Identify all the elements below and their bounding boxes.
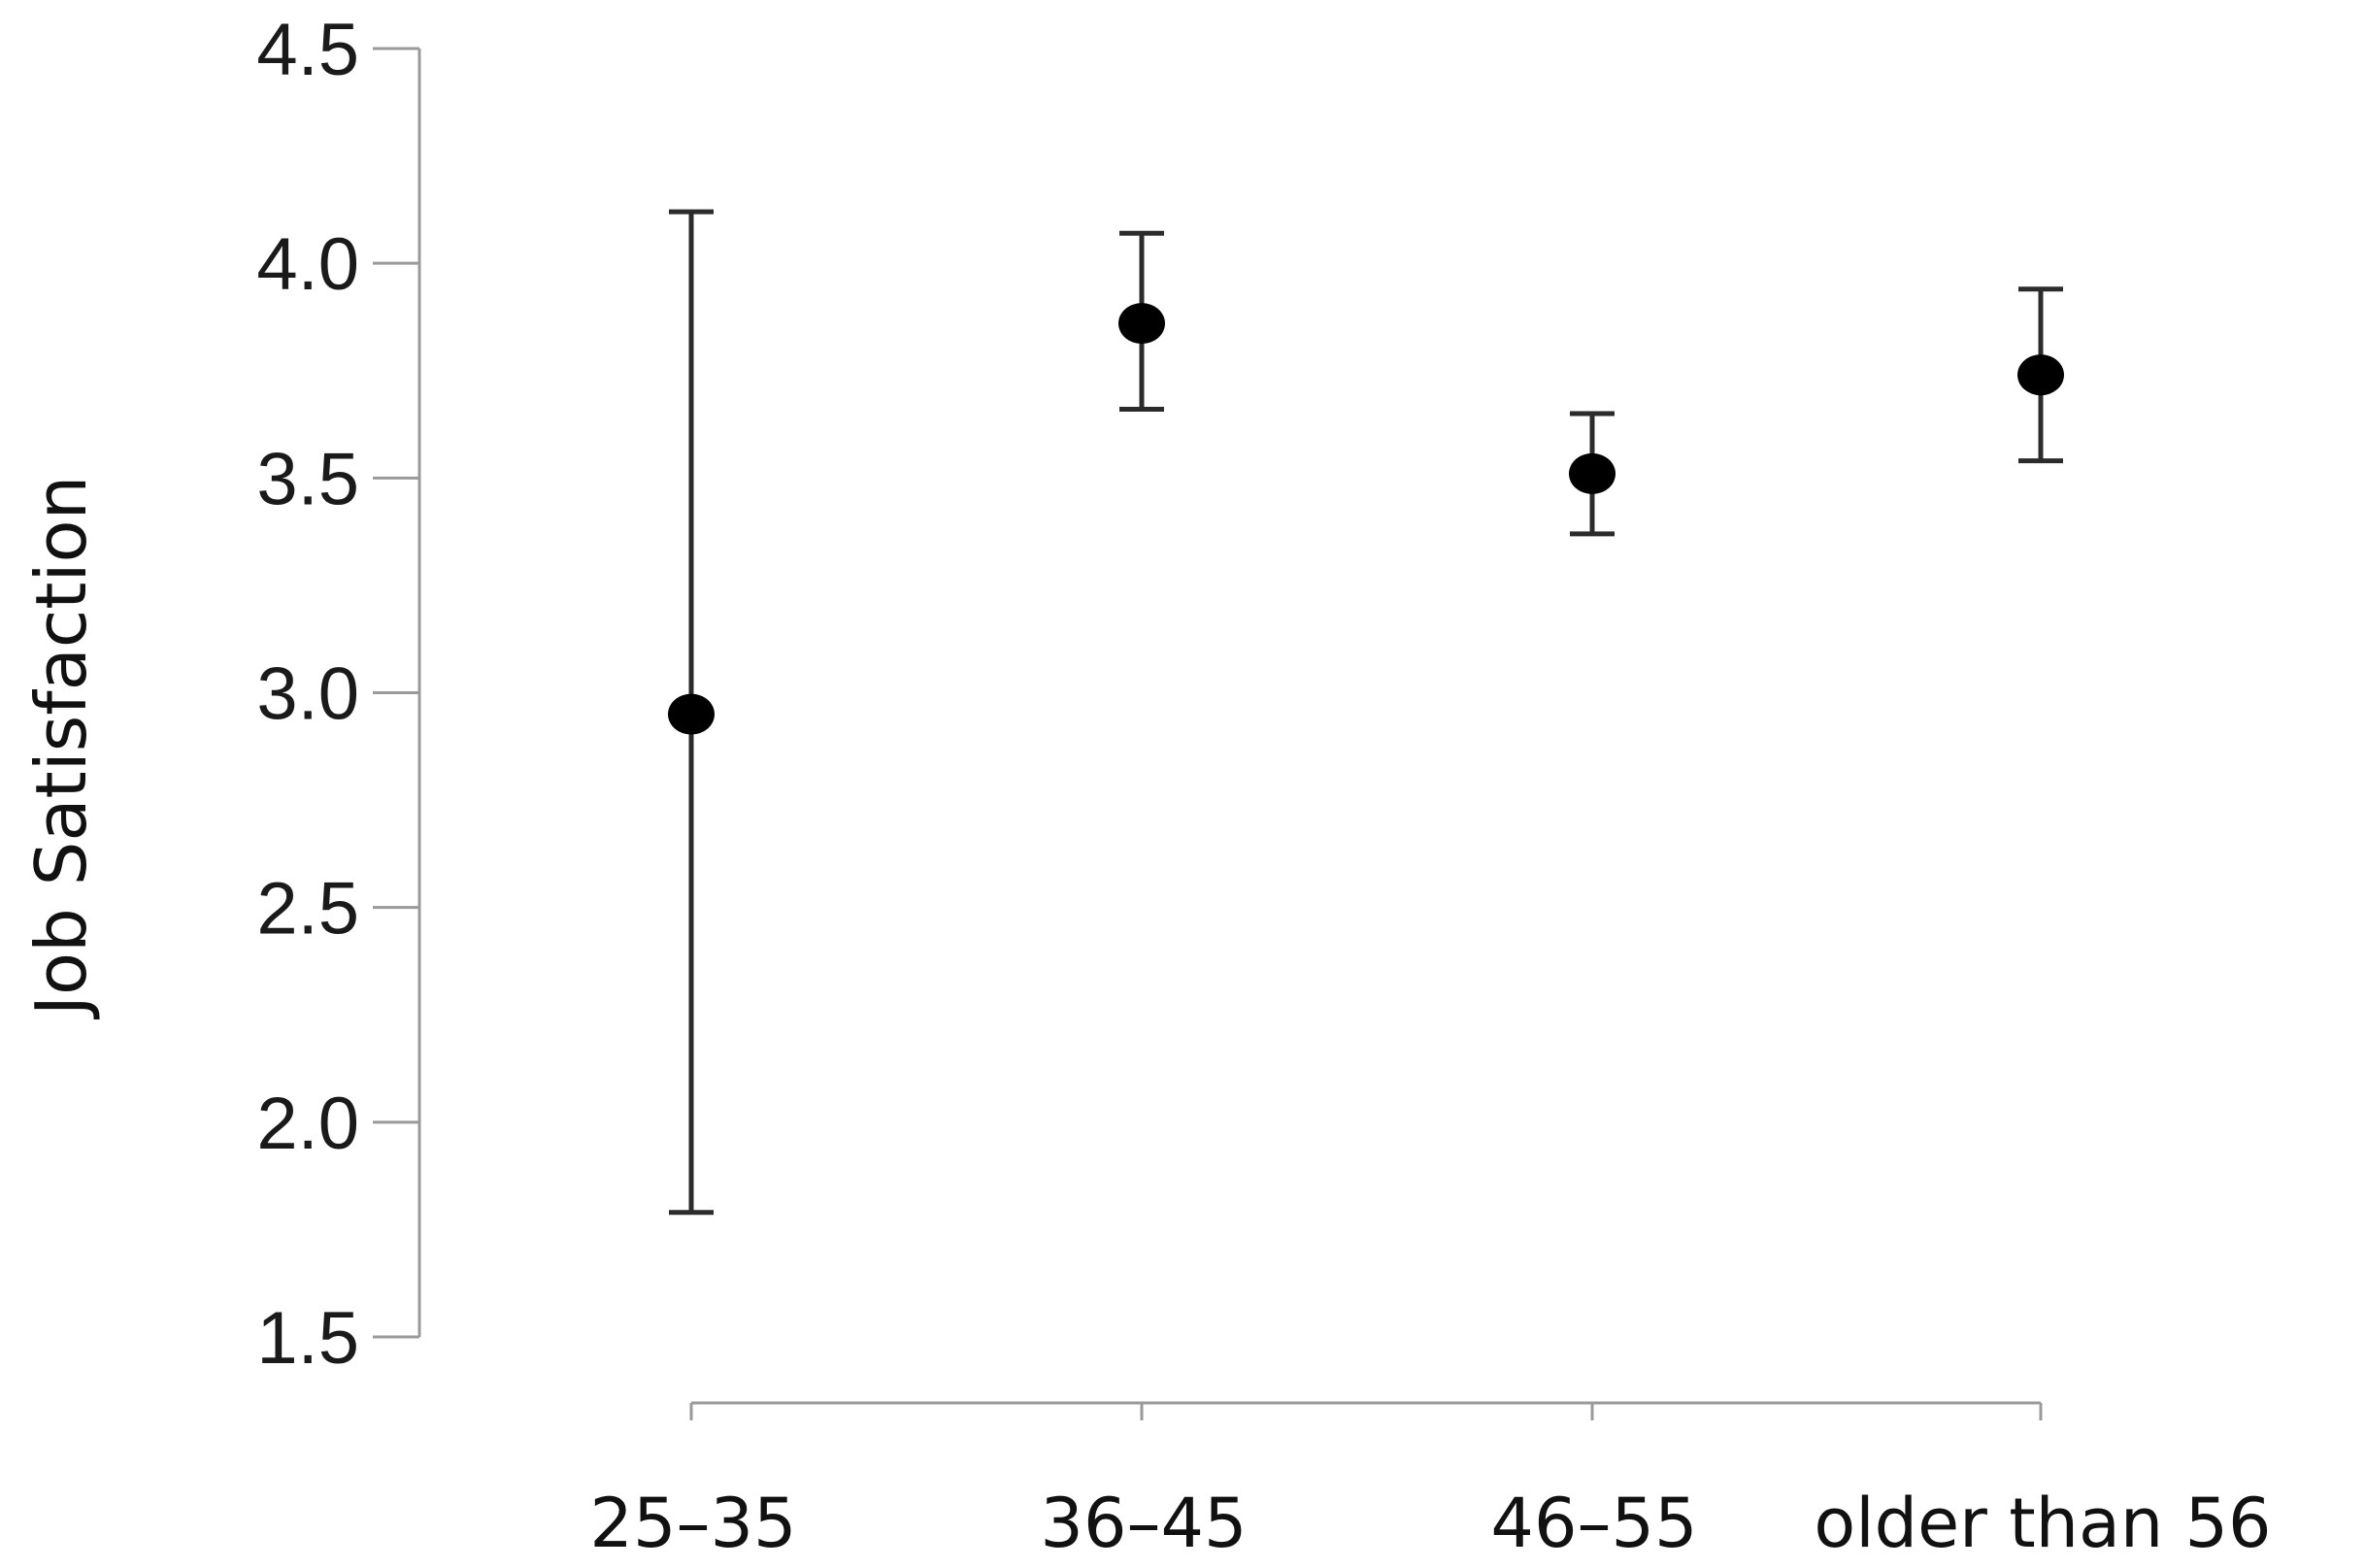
y-tick-label: 2.0 (256, 1083, 359, 1165)
data-marks (668, 209, 2064, 1216)
y-tick-label: 4.0 (256, 223, 359, 306)
y-tick-label: 3.0 (256, 653, 359, 736)
x-tick-label: older than 56 (1814, 1484, 2271, 1563)
y-tick-label: 3.5 (256, 438, 359, 520)
y-tick-label: 4.5 (256, 9, 359, 91)
y-axis: 1.5 2.0 2.5 3.0 3.5 4.0 4.5 (256, 9, 421, 1380)
y-axis-title: Job Satisfaction (20, 476, 102, 1019)
y-tick-label: 2.5 (256, 868, 359, 951)
data-point (1569, 452, 1616, 494)
data-point (1118, 303, 1165, 345)
data-point (668, 693, 715, 735)
x-tick-label: 25–35 (589, 1484, 796, 1563)
y-tick-label: 1.5 (256, 1297, 359, 1380)
data-point (2017, 354, 2064, 396)
x-axis: 25–35 36–45 46–55 older than 56 (589, 1401, 2272, 1563)
x-tick-label: 36–45 (1040, 1484, 1247, 1563)
x-tick-label: 46–55 (1490, 1484, 1697, 1563)
